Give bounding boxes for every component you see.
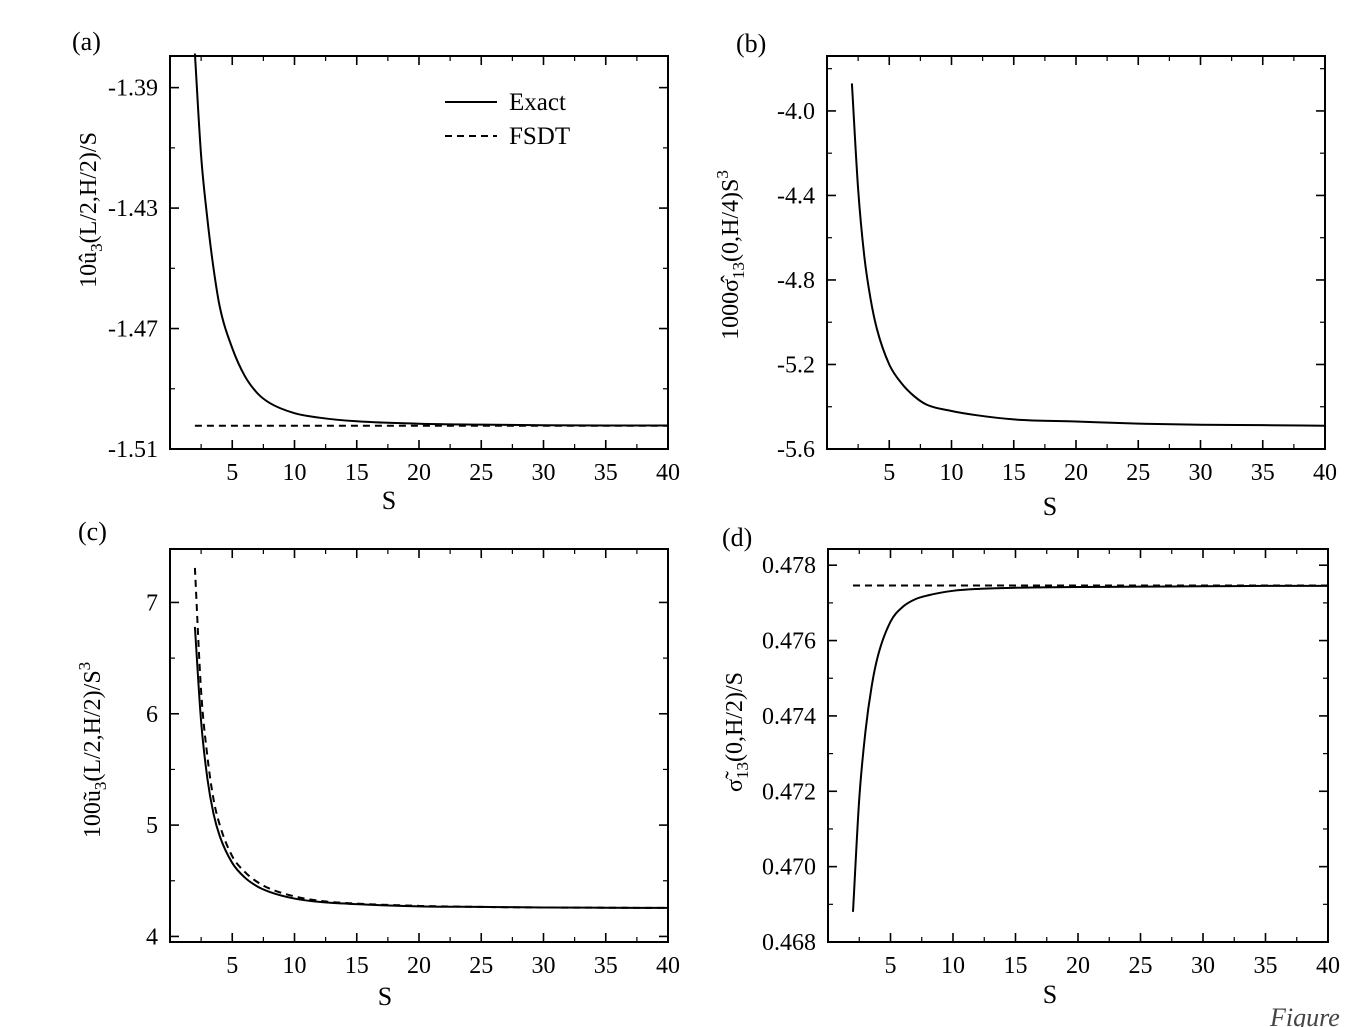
y-tick-label: 0.472: [762, 779, 816, 805]
x-tick-label: 15: [1004, 953, 1028, 979]
panel-d: (d) 5 10 15 20 25 30 35 40 0.468 0.470 0.472 0.474…: [722, 523, 1340, 1009]
y-tick-label: -5.6: [777, 437, 815, 463]
panel-label-b: (b): [736, 29, 766, 58]
x-tick-label: 10: [940, 460, 964, 486]
series-layer-b: [850, 83, 1326, 427]
y-axis-label-c: 100ũ3(L/2,H/2)/S3: [75, 662, 110, 838]
plot-frame-a: [169, 55, 669, 450]
y-tick-label: 6: [146, 702, 158, 728]
x-axis-label-b: S: [1043, 492, 1057, 521]
x-tick-labels-a: 5 10 15 20 25 30 35 40: [226, 460, 680, 486]
y-axis-label-d: σ̃13(0,H/2)/S: [722, 672, 752, 792]
ticks-c: [170, 549, 669, 942]
panel-b: (b) 5 10 15 20 25 30 35 40 -5.6 -5.2 -4.8 -4.4 -4.0…: [713, 29, 1337, 521]
x-tick-label: 35: [1254, 953, 1278, 979]
x-tick-label: 30: [532, 953, 556, 979]
x-tick-label: 10: [283, 460, 307, 486]
x-tick-label: 5: [226, 460, 238, 486]
x-tick-label: 40: [1316, 953, 1340, 979]
x-tick-labels-b: 5 10 15 20 25 30 35 40: [883, 460, 1337, 486]
series-layer-a: [193, 53, 668, 427]
y-tick-label: 0.474: [762, 704, 816, 730]
x-tick-labels-d: 5 10 15 20 25 30 35 40: [885, 953, 1341, 979]
x-tick-label: 25: [469, 460, 493, 486]
series-layer-c: [193, 567, 669, 909]
x-tick-label: 30: [1189, 460, 1213, 486]
y-tick-labels-d: 0.468 0.470 0.472 0.474 0.476 0.478: [762, 553, 816, 956]
plot-frame-c: [169, 548, 669, 943]
y-tick-label: 4: [146, 924, 158, 950]
legend-a: Exact FSDT: [445, 89, 570, 150]
y-tick-labels-a: -1.51 -1.47 -1.43 -1.39: [108, 76, 158, 463]
x-tick-label: 15: [1002, 460, 1026, 486]
series-line-exact: [193, 53, 668, 427]
y-axis-label-b: 1000σ̂13(0,H/4)S3: [713, 170, 748, 340]
x-tick-label: 15: [345, 953, 369, 979]
x-tick-label: 25: [1129, 953, 1153, 979]
y-axis-label-a: 10û3(L/2,H/2)/S: [76, 132, 106, 288]
x-tick-label: 10: [941, 953, 965, 979]
ticks-b: [827, 56, 1326, 450]
x-tick-label: 25: [469, 953, 493, 979]
x-axis-label-c: S: [378, 982, 392, 1011]
x-tick-label: 20: [1066, 953, 1090, 979]
y-tick-label: 0.478: [762, 553, 816, 579]
x-tick-label: 15: [345, 460, 369, 486]
y-tick-label: 0.476: [762, 629, 816, 655]
y-tick-label: 0.470: [762, 855, 816, 881]
series-layer-d: [852, 584, 1328, 912]
x-tick-label: 20: [407, 953, 431, 979]
panel-label-c: (c): [78, 517, 107, 546]
x-tick-label: 30: [1191, 953, 1215, 979]
series-line-exact: [852, 584, 1328, 912]
y-tick-label: -4.8: [777, 268, 815, 294]
x-tick-label: 10: [283, 953, 307, 979]
x-axis-label-d: S: [1043, 980, 1057, 1009]
plot-frame-b: [826, 55, 1326, 450]
series-line-exact: [193, 626, 669, 909]
x-tick-label: 40: [656, 953, 680, 979]
y-tick-label: -5.2: [777, 352, 815, 378]
y-tick-label: 5: [146, 813, 158, 839]
footer-caption: Figure: [1269, 1003, 1340, 1027]
panel-label-d: (d): [722, 523, 752, 552]
x-tick-labels-c: 5 10 15 20 25 30 35 40: [226, 953, 680, 979]
y-tick-label: -1.47: [108, 317, 158, 343]
x-axis-label-a: S: [382, 486, 396, 515]
x-tick-label: 40: [656, 460, 680, 486]
y-tick-label: 0.468: [762, 930, 816, 956]
legend-label-fsdt: FSDT: [509, 123, 570, 150]
y-tick-label: -4.0: [777, 99, 815, 125]
y-tick-labels-c: 4 5 6 7: [146, 590, 158, 950]
x-tick-label: 35: [594, 460, 618, 486]
y-tick-label: 7: [146, 590, 158, 616]
x-tick-label: 25: [1126, 460, 1150, 486]
ticks-a: [170, 56, 669, 450]
ticks-d: [828, 549, 1329, 943]
legend-label-exact: Exact: [509, 89, 566, 116]
y-tick-label: -1.51: [108, 437, 158, 463]
panel-label-a: (a): [72, 27, 101, 56]
x-tick-label: 20: [1064, 460, 1088, 486]
x-tick-label: 40: [1313, 460, 1337, 486]
panel-a: (a) 5 10 15 20 25 30 35 40 -1.51 -1.47 -1.43 -1.39…: [72, 27, 680, 515]
y-tick-labels-b: -5.6 -5.2 -4.8 -4.4 -4.0: [777, 99, 815, 463]
x-tick-label: 35: [1251, 460, 1275, 486]
x-tick-label: 20: [407, 460, 431, 486]
x-tick-label: 30: [532, 460, 556, 486]
x-tick-label: 35: [594, 953, 618, 979]
series-line-exact: [850, 83, 1326, 427]
x-tick-label: 5: [885, 953, 897, 979]
y-tick-label: -4.4: [777, 183, 815, 209]
y-tick-label: -1.43: [108, 196, 158, 222]
x-tick-label: 5: [226, 953, 238, 979]
y-tick-label: -1.39: [108, 76, 158, 102]
series-line-fsdt: [193, 567, 669, 909]
x-tick-label: 5: [883, 460, 895, 486]
